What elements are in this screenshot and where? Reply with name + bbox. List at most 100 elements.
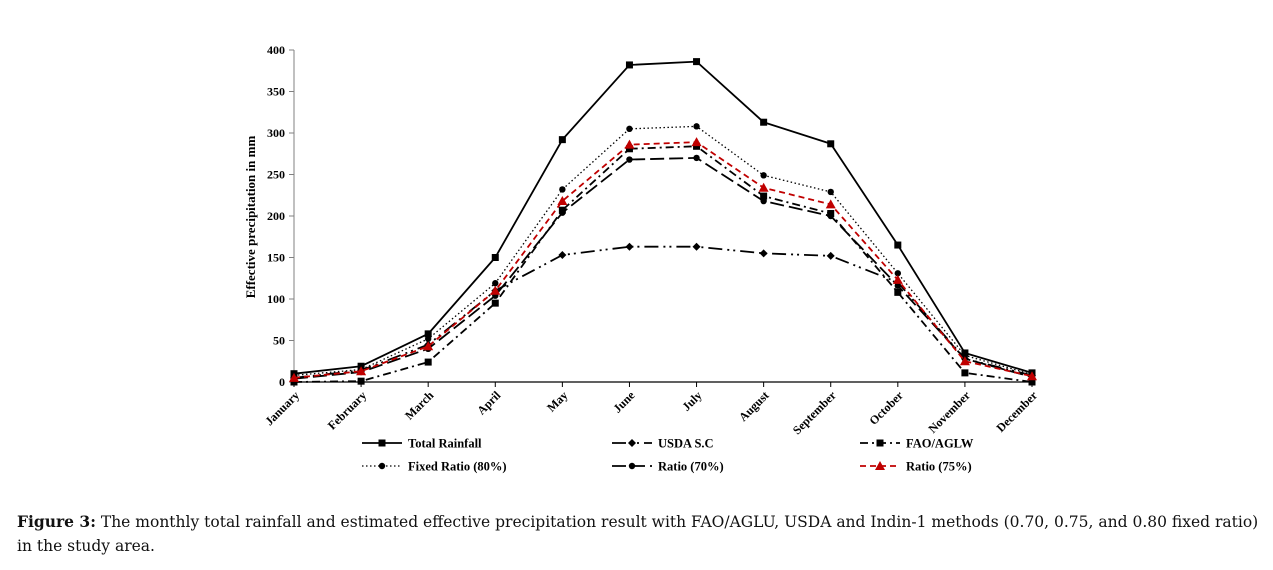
data-point <box>692 242 701 251</box>
series-ratio-75 <box>289 137 1037 382</box>
y-tick-label: 300 <box>267 126 285 140</box>
series-fixed-ratio-80 <box>290 123 1036 379</box>
y-tick-label: 0 <box>279 375 285 389</box>
x-tick-label: February <box>325 388 369 432</box>
data-point <box>691 137 702 147</box>
data-point <box>491 254 499 261</box>
legend-marker <box>378 462 386 470</box>
legend-item: Ratio (75%) <box>860 460 972 474</box>
data-point <box>424 358 432 366</box>
data-point <box>759 249 768 258</box>
x-tick-label: October <box>866 388 906 428</box>
data-point <box>894 270 902 277</box>
legend-marker <box>628 439 636 447</box>
data-point <box>693 154 700 162</box>
axes: Effective precipitation in mm <box>243 50 1032 383</box>
legend-item: USDA S.C <box>612 437 714 451</box>
data-point <box>289 372 299 382</box>
data-point <box>559 186 566 193</box>
x-tick-label: April <box>474 388 504 418</box>
x-tick-label: March <box>402 388 436 422</box>
legend-label: Fixed Ratio (80%) <box>408 460 507 474</box>
x-tick-label: November <box>925 388 973 436</box>
series-total-rainfall <box>290 58 1036 378</box>
y-tick-label: 400 <box>267 43 285 57</box>
data-point <box>827 140 835 148</box>
legend-label: Ratio (75%) <box>906 460 972 474</box>
x-tick-label: June <box>610 388 638 416</box>
data-point <box>559 209 566 216</box>
data-point <box>558 251 567 260</box>
y-tick-label: 250 <box>267 168 285 182</box>
data-point <box>892 274 903 284</box>
data-point <box>760 192 768 200</box>
series-line <box>293 245 1033 379</box>
series-line <box>293 125 1033 377</box>
y-tick-label: 150 <box>267 251 285 265</box>
data-point <box>827 212 834 220</box>
x-tick-label: January <box>262 388 302 428</box>
legend-label: Ratio (70%) <box>658 460 724 474</box>
y-axis-title: Effective precipitation in mm <box>243 136 258 299</box>
y-tick-label: 100 <box>267 292 285 306</box>
data-point <box>423 341 434 351</box>
data-point <box>624 139 635 149</box>
legend-label: Total Rainfall <box>408 437 482 451</box>
legend-item: FAO/AGLW <box>860 437 974 451</box>
series-line <box>293 141 1033 379</box>
x-ticks: January February March April May June July Augu… <box>262 382 1041 437</box>
data-point <box>693 142 701 150</box>
data-point <box>424 330 432 338</box>
data-point <box>626 156 633 163</box>
y-tick-label: 50 <box>273 334 285 348</box>
series-line <box>293 60 1033 375</box>
data-point <box>827 188 834 196</box>
data-point <box>693 123 700 130</box>
caption-label: Figure 3: <box>17 512 96 531</box>
legend-marker <box>628 462 636 470</box>
chart: Effective precipitation in mm 0 50 100 150 2… <box>243 43 1041 474</box>
legend-item: Fixed Ratio (80%) <box>362 460 507 474</box>
legend-marker <box>875 461 885 470</box>
data-point <box>557 196 568 206</box>
data-point <box>491 299 499 307</box>
data-point <box>490 285 501 295</box>
series-layer <box>289 58 1037 386</box>
data-point <box>492 280 499 287</box>
series-fao-aglw <box>290 142 1036 386</box>
data-point <box>825 199 836 209</box>
series-ratio-70 <box>290 154 1036 382</box>
series-line <box>293 156 1033 380</box>
data-point <box>290 378 298 386</box>
data-point <box>558 136 566 144</box>
x-tick-label: August <box>736 388 772 424</box>
data-point <box>626 125 633 133</box>
legend-label: USDA S.C <box>658 437 714 451</box>
y-tick-label: 350 <box>267 85 285 99</box>
data-point <box>357 377 365 385</box>
legend-marker <box>378 439 386 447</box>
data-point <box>424 335 432 343</box>
x-tick-label: September <box>790 388 839 437</box>
data-point <box>894 282 902 289</box>
legend-item: Total Rainfall <box>362 437 482 451</box>
legend-item: Ratio (70%) <box>612 460 724 474</box>
data-point <box>693 58 701 66</box>
y-ticks: 0 50 100 150 200 250 300 350 400 <box>267 43 294 389</box>
x-tick-label: December <box>993 388 1040 435</box>
caption-text: The monthly total rainfall and estimated… <box>17 513 1259 555</box>
data-point <box>961 369 969 377</box>
data-point <box>625 61 633 69</box>
legend-label: FAO/AGLW <box>906 437 974 451</box>
data-point <box>760 172 767 179</box>
figure-caption: Figure 3: The monthly total rainfall and… <box>17 510 1267 558</box>
data-point <box>760 197 767 205</box>
data-point <box>894 288 902 296</box>
data-point <box>826 251 835 260</box>
data-point <box>625 242 634 251</box>
x-tick-label: July <box>679 388 704 413</box>
y-tick-label: 200 <box>267 209 285 223</box>
data-point <box>1028 378 1036 386</box>
x-tick-label: May <box>544 388 570 414</box>
data-point <box>758 182 769 192</box>
